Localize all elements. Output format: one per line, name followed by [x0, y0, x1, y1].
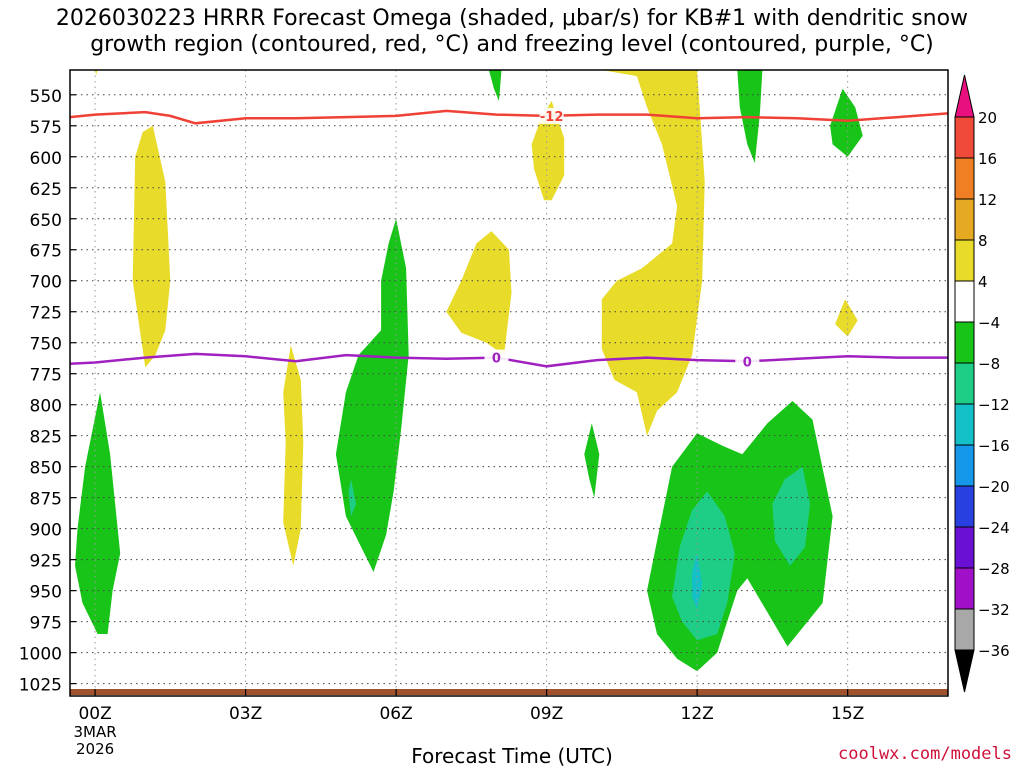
omega-region-0	[132, 125, 171, 368]
y-tick-label-575: 575	[30, 118, 62, 138]
contour-label-bg-1	[484, 349, 509, 366]
x-tick-label-12Z: 12Z	[681, 704, 714, 724]
colorbar-box-5	[954, 321, 975, 364]
x-tick-label-03Z: 03Z	[229, 704, 262, 724]
omega-region-12	[830, 88, 863, 157]
y-tick-label-875: 875	[30, 490, 62, 510]
colorbar-label-7: −12	[978, 396, 1010, 414]
x-tick-label-06Z: 06Z	[379, 704, 412, 724]
colorbar-label-4: 4	[978, 273, 988, 291]
y-tick-label-1025: 1025	[19, 676, 62, 696]
colorbar-box-4	[954, 280, 975, 323]
y-tick-label-650: 650	[30, 211, 62, 231]
y-tick-label-925: 925	[30, 552, 62, 572]
grid-lines	[70, 70, 948, 696]
colorbar-top-arrow	[954, 74, 975, 118]
colorbar-label-3: 8	[978, 232, 988, 250]
temperature-contours: -12 0 0	[70, 107, 948, 370]
y-tick-label-1000: 1000	[19, 645, 62, 665]
colorbar-box-8	[954, 444, 975, 487]
omega-region-2	[446, 231, 512, 356]
colorbar-label-6: −8	[978, 355, 1000, 373]
y-tick-label-700: 700	[30, 273, 62, 293]
omega-region-8	[75, 392, 121, 634]
surface-ground-bar	[70, 689, 948, 695]
colorbar-label-8: −16	[978, 437, 1010, 455]
y-tick-label-800: 800	[30, 397, 62, 417]
colorbar: 20 16 12 8 4 −4 −8 −12 −16 −20 −24 −28 −32 −36	[954, 74, 1010, 693]
contour-label-bg-0	[539, 107, 564, 124]
y-tick-label-775: 775	[30, 366, 62, 386]
omega-region-6	[95, 70, 98, 75]
colorbar-label-9: −20	[978, 478, 1010, 496]
contour-label-0: -12	[540, 110, 564, 125]
colorbar-label-2: 12	[978, 191, 997, 209]
credit-link[interactable]: coolwx.com/models	[838, 744, 1012, 764]
omega-region-7	[335, 218, 409, 573]
omega-region-4	[601, 70, 705, 436]
colorbar-label-10: −24	[978, 519, 1010, 537]
colorbar-label-11: −28	[978, 560, 1010, 578]
y-tick-label-825: 825	[30, 428, 62, 448]
x-tick-label-15Z: 15Z	[831, 704, 864, 724]
y-tick-label-950: 950	[30, 583, 62, 603]
omega-region-5	[835, 299, 858, 337]
colorbar-label-5: −4	[978, 314, 1000, 332]
x-tick-label-09Z: 09Z	[530, 704, 563, 724]
chart-title: 2026030223 HRRR Forecast Omega (shaded, …	[0, 6, 1024, 58]
y-tick-label-900: 900	[30, 521, 62, 541]
colorbar-box-6	[954, 362, 975, 405]
x-tick-sublabel-1: 2026	[76, 740, 114, 758]
colorbar-bottom-arrow	[954, 649, 975, 693]
y-tick-label-600: 600	[30, 149, 62, 169]
colorbar-box-7	[954, 403, 975, 446]
colorbar-box-0	[954, 116, 975, 159]
colorbar-box-10	[954, 526, 975, 569]
chart-title-line2: growth region (contoured, red, °C) and f…	[90, 32, 934, 57]
omega-region-1	[283, 345, 304, 566]
contour-label-2: 0	[743, 355, 752, 370]
colorbar-box-11	[954, 567, 975, 610]
colorbar-label-12: −32	[978, 601, 1010, 619]
y-tick-label-725: 725	[30, 304, 62, 324]
y-tick-label-675: 675	[30, 242, 62, 262]
colorbar-box-12	[954, 608, 975, 651]
contour-label-1: 0	[492, 352, 501, 367]
x-axis-title: Forecast Time (UTC)	[411, 744, 613, 768]
omega-region-3	[531, 101, 565, 201]
omega-region-16	[348, 479, 356, 517]
y-tick-label-625: 625	[30, 180, 62, 200]
x-tick-sublabel-0: 3MAR	[73, 723, 116, 741]
colorbar-box-3	[954, 239, 975, 282]
colorbar-label-0: 20	[978, 109, 997, 127]
omega-region-15	[772, 466, 810, 566]
contour-label-bg-2	[735, 353, 760, 370]
colorbar-box-9	[954, 485, 975, 528]
colorbar-box-2	[954, 198, 975, 241]
y-tick-label-975: 975	[30, 614, 62, 634]
x-tick-label-00Z: 00Z	[78, 704, 111, 724]
colorbar-box-1	[954, 157, 975, 200]
omega-region-17	[692, 553, 703, 610]
contour-0	[70, 109, 948, 125]
chart-title-line1: 2026030223 HRRR Forecast Omega (shaded, …	[55, 6, 969, 31]
colorbar-label-13: −36	[978, 642, 1010, 660]
omega-region-10	[584, 423, 600, 498]
plot-frame	[69, 69, 949, 697]
y-axis: 550 575 600 625 650 675 700 725 750 775 800 825 850 8…	[19, 87, 76, 696]
y-tick-label-550: 550	[30, 87, 62, 107]
omega-region-9	[488, 70, 502, 101]
colorbar-label-1: 16	[978, 150, 997, 168]
y-tick-label-750: 750	[30, 335, 62, 355]
y-tick-label-850: 850	[30, 459, 62, 479]
